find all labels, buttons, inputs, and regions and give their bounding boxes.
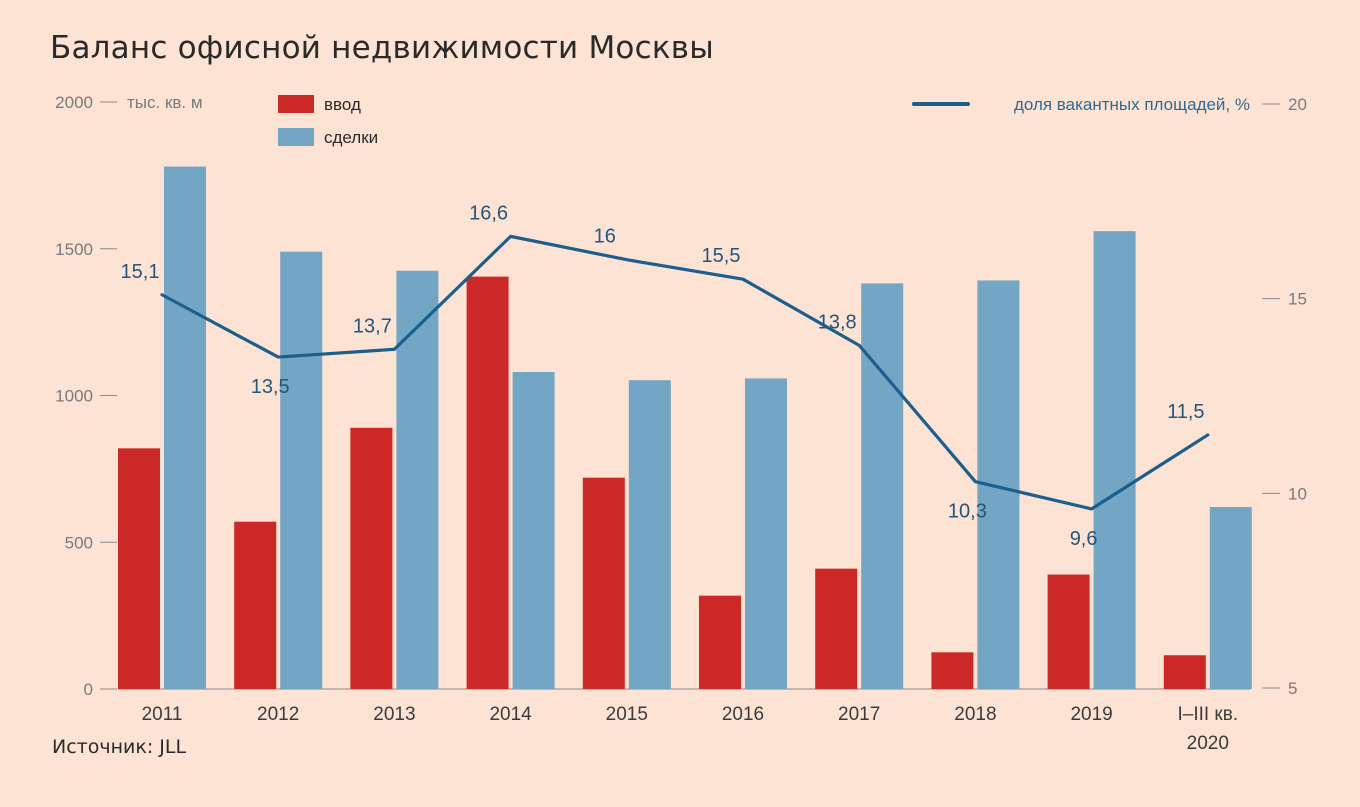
bar-vvod [466, 276, 509, 689]
x-tick-label: 2015 [606, 704, 648, 725]
left-axis-unit: тыс. кв. м [127, 93, 203, 112]
bar-vvod [699, 595, 741, 689]
x-tick-label: 2014 [489, 704, 532, 725]
bar-vvod [1047, 574, 1090, 689]
x-tick-label: 2020 [1187, 733, 1229, 754]
bar-sdelki [1209, 507, 1252, 689]
bar-vvod [118, 448, 160, 689]
x-tick-label: I–III кв. [1177, 704, 1238, 725]
bar-sdelki [512, 372, 555, 689]
vacancy-value-label: 10,3 [948, 501, 987, 523]
vacancy-value-label: 9,6 [1070, 528, 1098, 550]
vacancy-value-label: 13,7 [353, 315, 392, 337]
x-tick-label: 2011 [142, 704, 183, 725]
vacancy-value-label: 16,6 [469, 202, 508, 224]
vacancy-value-label: 13,8 [818, 311, 857, 333]
x-tick-label: 2017 [838, 704, 880, 725]
legend-swatch-vvod [278, 95, 314, 113]
bar-vvod [931, 652, 974, 689]
vacancy-line [160, 234, 1210, 511]
right-tick-label: 20 [1288, 95, 1307, 114]
bar-sdelki [396, 270, 439, 689]
legend-label-sdelki: сделки [324, 128, 378, 147]
x-tick-label: 2019 [1070, 704, 1112, 725]
legend-label-line: доля вакантных площадей, % [1014, 95, 1250, 114]
vacancy-value-label: 13,5 [251, 376, 290, 398]
right-tick-label: 5 [1288, 679, 1297, 698]
legend-swatch-sdelki [278, 128, 314, 146]
bar-sdelki [745, 378, 787, 689]
left-tick-label: 2000 [55, 93, 93, 112]
left-tick-label: 500 [65, 533, 93, 552]
legend-label-vvod: ввод [324, 95, 361, 114]
vacancy-value-label: 11,5 [1167, 401, 1204, 423]
x-tick-label: 2012 [257, 704, 299, 725]
bar-sdelki [1093, 231, 1136, 689]
left-tick-label: 1000 [55, 387, 93, 406]
bar-sdelki [628, 380, 671, 689]
left-tick-label: 0 [84, 680, 93, 699]
vacancy-value-label: 16 [594, 226, 616, 248]
x-tick-label: 2016 [722, 704, 764, 725]
right-tick-label: 15 [1288, 290, 1307, 309]
bar-vvod [1163, 655, 1206, 689]
bar-vvod [582, 477, 625, 689]
bar-vvod [815, 568, 858, 689]
bar-vvod [350, 427, 393, 689]
bar-sdelki [164, 166, 206, 689]
source-note: Источник: JLL [52, 736, 187, 758]
vacancy-value-label: 15,1 [121, 261, 160, 283]
bar-sdelki [280, 251, 323, 689]
vacancy-value-label: 15,5 [702, 245, 741, 267]
bar-sdelki [861, 283, 904, 689]
right-tick-label: 10 [1288, 484, 1307, 503]
bar-vvod [234, 521, 277, 689]
x-tick-label: 2013 [373, 704, 415, 725]
left-tick-label: 1500 [55, 240, 93, 259]
x-tick-label: 2018 [954, 704, 996, 725]
chart-title: Баланс офисной недвижимости Москвы [50, 30, 714, 66]
